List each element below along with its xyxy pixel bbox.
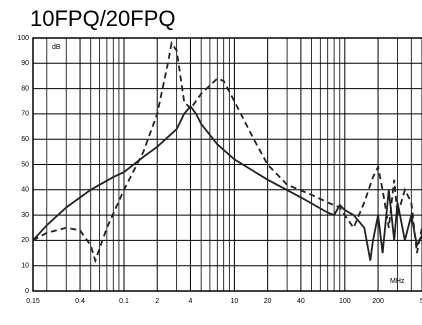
x-tick-label: 40: [297, 298, 305, 305]
y-tick-label: 0: [25, 288, 29, 295]
x-tick-label: 5: [420, 298, 422, 305]
data-line: [32, 104, 422, 261]
data-line: [32, 40, 422, 264]
x-tick-label: 0.4: [75, 298, 85, 305]
y-tick-label: 90: [21, 60, 29, 67]
y-tick-label: 40: [21, 187, 29, 194]
y-tick-label: 100: [17, 35, 29, 42]
x-tick-label: 20: [264, 298, 272, 305]
x-tick-label: 0.1: [119, 298, 129, 305]
y-tick-label: 50: [21, 161, 29, 168]
x-tick-label: 4: [189, 298, 193, 305]
x-tick-label: 10: [230, 298, 238, 305]
y-tick-label: 10: [21, 263, 29, 270]
x-tick-label: 100: [339, 298, 351, 305]
x-tick-label: 2: [155, 298, 159, 305]
y-tick-label: 70: [21, 111, 29, 118]
y-tick-label: 30: [21, 212, 29, 219]
chart-title: 10FPQ/20FPQ: [30, 6, 176, 31]
y-axis-label: dB: [52, 44, 61, 51]
x-tick-label: 0.15: [26, 298, 40, 305]
y-tick-label: 80: [21, 85, 29, 92]
y-tick-label: 20: [21, 237, 29, 244]
y-tick-label: 60: [21, 136, 29, 143]
x-tick-label: 200: [372, 298, 384, 305]
